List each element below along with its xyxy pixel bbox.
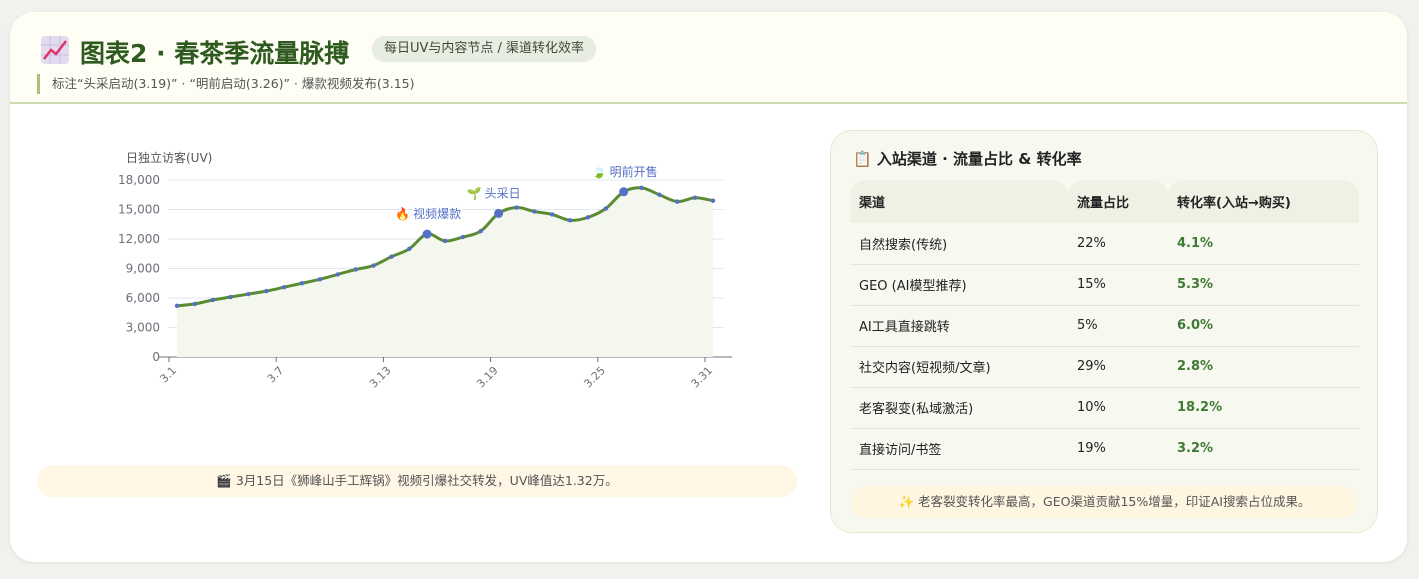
data-point [619,187,629,197]
y-tick-label: 6,000 [126,291,160,305]
data-point [639,185,644,191]
y-axis-label: 日独立访客(UV) [126,150,212,165]
data-point [210,297,215,303]
annotation-label: 视频爆款 [413,206,461,221]
data-point [407,246,412,252]
cell-share: 15% [1068,264,1168,306]
subtitle-badge: 每日UV与内容节点 / 渠道转化效率 [372,36,597,62]
data-point [389,254,394,259]
y-tick-label: 15,000 [118,203,160,217]
data-point [246,291,251,297]
data-point [494,208,504,218]
data-point [317,277,323,282]
data-point [371,263,376,268]
table-row: 老客裂变(私域激活) 10% 18.2% [850,387,1359,429]
data-point [353,267,358,272]
x-tick-label: 3.19 [474,364,501,391]
data-point [710,198,716,203]
data-point [567,218,573,223]
cell-conversion: 18.2% [1168,387,1359,429]
data-point [422,229,432,239]
data-point [192,301,198,307]
data-point [585,215,591,220]
data-point [442,238,448,244]
table-row: 自然搜索(传统) 22% 4.1% [850,223,1359,265]
table-row: GEO (AI模型推荐) 15% 5.3% [850,264,1359,306]
annotation-label: 头采日 [485,186,521,200]
col-header-share: 流量占比 [1068,180,1168,223]
col-header-conversion: 转化率(入站→购买) [1168,180,1359,223]
data-point [228,294,233,300]
data-point [692,195,698,200]
table-row: 直接访问/书签 19% 3.2% [850,428,1359,470]
col-header-channel: 渠道 [850,180,1068,223]
cell-conversion: 6.0% [1168,305,1359,347]
cell-channel: 老客裂变(私域激活) [850,387,1068,429]
uv-line-chart: 日独立访客(UV) 0 3,000 6,000 9,000 12,000 15,000 18,… [118,150,732,391]
data-point [460,234,466,240]
cell-share: 19% [1068,428,1168,470]
y-tick-label: 12,000 [118,232,160,246]
data-point [603,206,608,211]
cell-channel: 自然搜索(传统) [850,223,1068,265]
table-row: AI工具直接跳转 5% 6.0% [850,305,1359,347]
y-tick-label: 3,000 [126,321,160,335]
data-point [675,199,680,204]
area-fill [177,187,713,357]
cell-share: 29% [1068,346,1168,388]
channel-panel: 📋 入站渠道 · 流量占比 & 转化率 渠道 流量占比 转化率(入站→购买) 自… [830,130,1378,533]
annotation-emoji: 🌱 [467,186,482,200]
annotation-subtitle: 标注“头采启动(3.19)” · “明前启动(3.26)” · 爆款视频发布(3… [37,74,415,94]
data-point [299,281,305,286]
table-row: 社交内容(短视频/文章) 29% 2.8% [850,346,1359,388]
chart-card: 图表2 · 春茶季流量脉搏 每日UV与内容节点 / 渠道转化效率 标注“头采启动… [10,12,1407,562]
cell-share: 5% [1068,305,1168,347]
x-tick-label: 3.13 [367,364,394,391]
data-point [264,288,269,294]
cell-conversion: 4.1% [1168,223,1359,265]
data-point [514,205,519,210]
data-point [478,228,483,234]
x-tick-label: 3.1 [158,364,180,386]
y-tick-label: 18,000 [118,173,160,187]
channel-panel-title: 📋 入站渠道 · 流量占比 & 转化率 [853,150,1082,168]
channel-table: 渠道 流量占比 转化率(入站→购买) 自然搜索(传统) 22% 4.1% GEO (A… [850,180,1359,470]
cell-channel: 社交内容(短视频/文章) [850,346,1068,388]
annotation-label: 明前开售 [610,164,658,179]
annotation-emoji: 🔥 [395,207,410,221]
cell-share: 22% [1068,223,1168,265]
cell-channel: 直接访问/书签 [850,428,1068,470]
annotation-emoji: 🍃 [592,164,607,179]
data-point [657,192,662,197]
data-point [174,303,180,309]
y-tick-label: 9,000 [126,262,160,276]
x-tick-label: 3.7 [265,364,287,386]
y-tick-label: 0 [152,350,160,364]
cell-conversion: 2.8% [1168,346,1359,388]
data-point [282,284,287,290]
x-tick-label: 3.25 [581,364,608,391]
data-point [532,209,537,214]
cell-conversion: 5.3% [1168,264,1359,306]
cell-conversion: 3.2% [1168,428,1359,470]
chart-note: 🎬 3月15日《狮峰山手工辉锅》视频引爆社交转发，UV峰值达1.32万。 [37,465,797,497]
cell-channel: GEO (AI模型推荐) [850,264,1068,306]
page-title: 图表2 · 春茶季流量脉搏 [80,39,350,68]
card-header: 图表2 · 春茶季流量脉搏 每日UV与内容节点 / 渠道转化效率 标注“头采启动… [10,12,1407,104]
chart-increasing-icon [41,36,69,64]
data-point [335,272,340,277]
cell-share: 10% [1068,387,1168,429]
channel-note: ✨ 老客裂变转化率最高，GEO渠道贡献15%增量，印证AI搜索占位成果。 [851,486,1358,518]
data-point [550,212,555,217]
x-tick-label: 3.31 [689,364,716,391]
cell-channel: AI工具直接跳转 [850,305,1068,347]
